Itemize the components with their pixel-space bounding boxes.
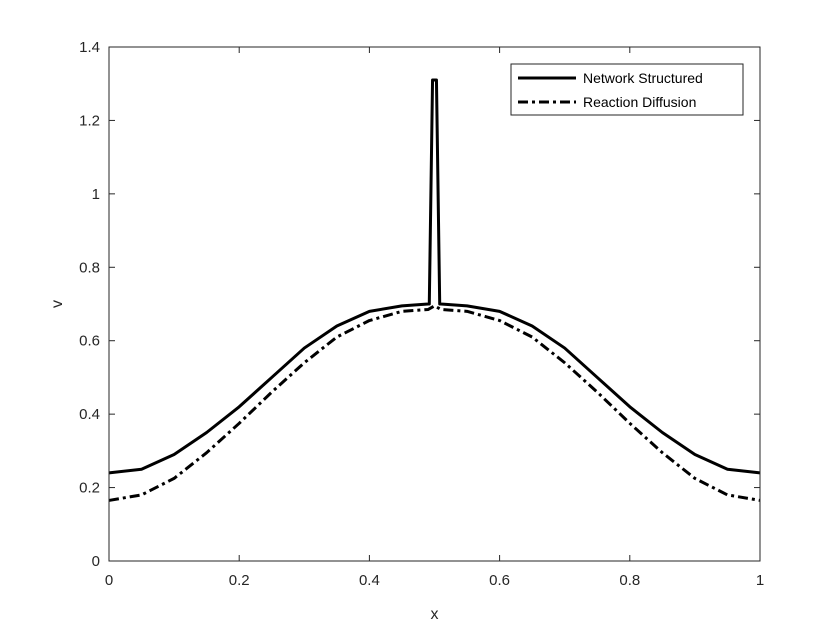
x-tick-label: 0.4 bbox=[359, 572, 380, 589]
y-tick-label: 0 bbox=[92, 553, 100, 570]
plot-area bbox=[109, 47, 760, 561]
y-tick-label: 0.6 bbox=[79, 333, 100, 350]
ticks-layer: 0 0.2 0.4 0.6 0.8 1 0 0.2 0.4 0.6 0.8 1 1.2 1.4 bbox=[79, 39, 764, 589]
y-axis-label: v bbox=[49, 300, 66, 308]
x-tick-label: 0.2 bbox=[229, 572, 250, 589]
x-tick-label: 0 bbox=[105, 572, 113, 589]
x-tick-label: 0.8 bbox=[619, 572, 640, 589]
legend-box bbox=[510, 63, 744, 116]
y-tick-label: 0.4 bbox=[79, 406, 100, 423]
x-axis-label: x bbox=[431, 606, 439, 623]
series-layer bbox=[108, 78, 761, 502]
series-line-reaction-diffusion bbox=[108, 304, 761, 502]
y-tick-label: 1.4 bbox=[79, 39, 100, 56]
x-tick-label: 0.6 bbox=[489, 572, 510, 589]
y-tick-label: 1.2 bbox=[79, 112, 100, 129]
plot-frame bbox=[108, 46, 761, 562]
legend-label-network-structured: Network Structured bbox=[583, 70, 703, 86]
y-tick-label: 0.8 bbox=[79, 259, 100, 276]
y-tick-label: 1 bbox=[92, 186, 100, 203]
y-tick-label: 0.2 bbox=[79, 480, 100, 497]
legend-label-reaction-diffusion: Reaction Diffusion bbox=[583, 94, 696, 110]
legend: Network Structured Reaction Diffusion bbox=[510, 63, 744, 116]
x-tick-label: 1 bbox=[756, 572, 764, 589]
series-line-network-structured bbox=[108, 78, 761, 475]
